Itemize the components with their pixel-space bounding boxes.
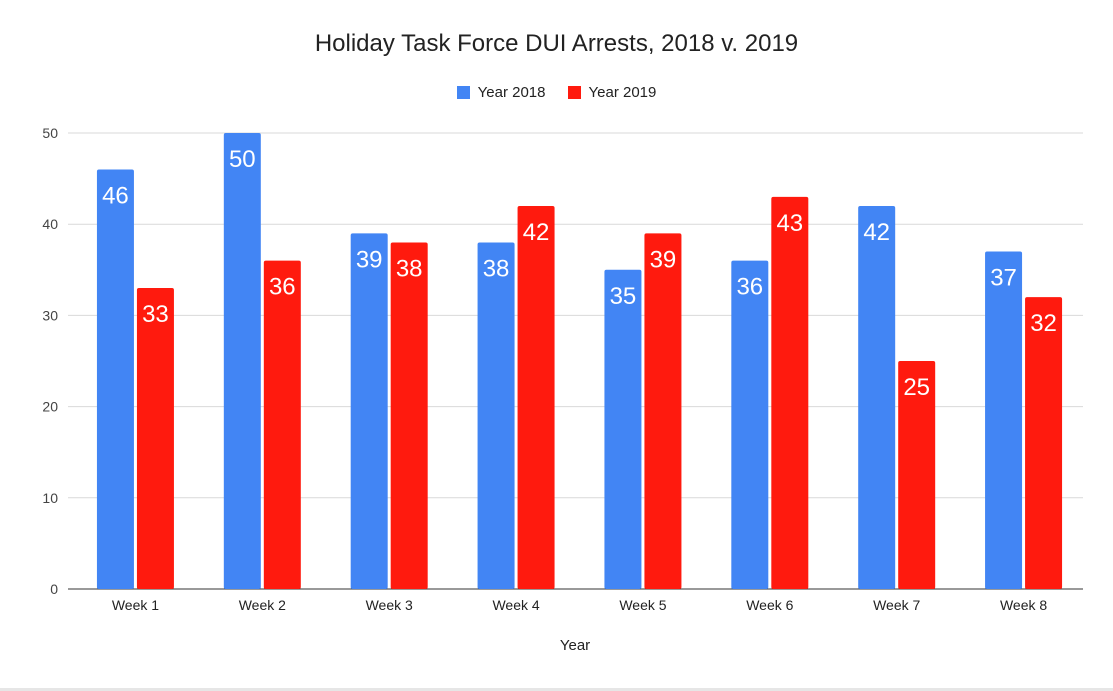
x-tick-label-week-7: Week 7 xyxy=(873,597,920,613)
data-label-2018-week-5: 35 xyxy=(610,283,637,310)
bar-2019-week-2 xyxy=(263,260,301,589)
y-tick-label-0: 0 xyxy=(50,581,58,597)
y-tick-label-50: 50 xyxy=(42,125,58,141)
data-label-2019-week-6: 43 xyxy=(776,210,803,237)
y-tick-label-20: 20 xyxy=(42,399,58,415)
bar-2018-week-6 xyxy=(731,260,769,589)
bar-2019-week-5 xyxy=(644,233,682,589)
x-tick-label-week-4: Week 4 xyxy=(492,597,539,613)
bar-2018-week-2 xyxy=(223,133,261,589)
bar-2018-week-7 xyxy=(858,205,896,589)
data-label-2019-week-5: 39 xyxy=(650,246,677,273)
data-label-2018-week-1: 46 xyxy=(102,182,129,209)
bar-2018-week-3 xyxy=(350,233,388,589)
bar-2019-week-7 xyxy=(898,361,936,589)
legend-swatch-2019 xyxy=(567,86,581,99)
bar-2019-week-3 xyxy=(390,242,428,589)
bar-2019-week-8 xyxy=(1025,297,1063,589)
data-label-2019-week-8: 32 xyxy=(1030,310,1057,337)
data-label-2018-week-4: 38 xyxy=(483,255,510,282)
data-label-2018-week-8: 37 xyxy=(990,265,1017,292)
bar-2018-week-4 xyxy=(477,242,515,589)
bar-2018-week-5 xyxy=(604,269,642,589)
y-tick-label-40: 40 xyxy=(42,216,58,232)
x-tick-label-week-8: Week 8 xyxy=(1000,597,1047,613)
chart-legend: Year 2018 Year 2019 xyxy=(0,84,1113,101)
legend-label-2019: Year 2019 xyxy=(588,84,657,101)
legend-item-2019[interactable]: Year 2019 xyxy=(567,84,657,101)
x-tick-label-week-2: Week 2 xyxy=(239,597,286,613)
data-label-2019-week-1: 33 xyxy=(142,301,169,328)
data-label-2019-week-3: 38 xyxy=(396,255,423,282)
legend-item-2018[interactable]: Year 2018 xyxy=(456,84,546,101)
y-tick-label-10: 10 xyxy=(42,490,58,506)
bar-2019-week-6 xyxy=(771,196,809,589)
x-tick-label-week-5: Week 5 xyxy=(619,597,666,613)
bottom-divider xyxy=(0,688,1113,691)
data-label-2018-week-2: 50 xyxy=(229,146,256,173)
data-label-2018-week-6: 36 xyxy=(736,274,763,301)
legend-label-2018: Year 2018 xyxy=(477,84,546,101)
data-label-2019-week-2: 36 xyxy=(269,274,296,301)
data-label-2018-week-7: 42 xyxy=(863,219,890,246)
x-tick-label-week-3: Week 3 xyxy=(366,597,413,613)
data-label-2019-week-4: 42 xyxy=(523,219,550,246)
bar-2019-week-4 xyxy=(517,205,555,589)
data-label-2019-week-7: 25 xyxy=(903,374,930,401)
x-axis-title: Year xyxy=(559,637,591,654)
x-tick-label-week-6: Week 6 xyxy=(746,597,793,613)
legend-swatch-2018 xyxy=(456,86,470,99)
y-tick-label-30: 30 xyxy=(42,307,58,323)
data-label-2018-week-3: 39 xyxy=(356,246,383,273)
bar-2018-week-8 xyxy=(985,251,1023,589)
bar-2019-week-1 xyxy=(136,288,174,589)
bar-2018-week-1 xyxy=(96,169,134,590)
x-tick-label-week-1: Week 1 xyxy=(112,597,159,613)
chart-title: Holiday Task Force DUI Arrests, 2018 v. … xyxy=(314,30,799,57)
